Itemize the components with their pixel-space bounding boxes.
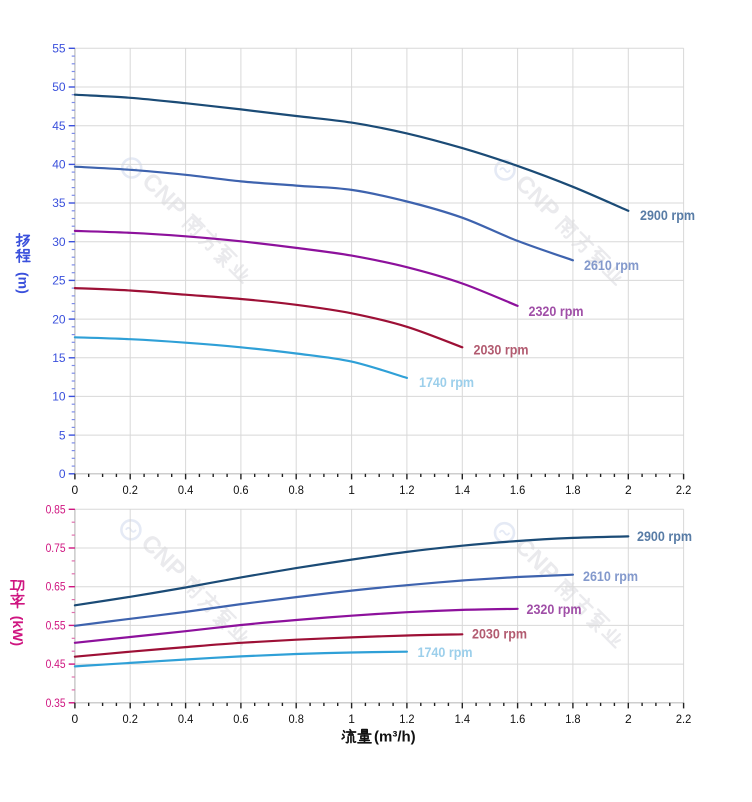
svg-text:1740 rpm: 1740 rpm (419, 374, 474, 390)
svg-text:0: 0 (72, 483, 79, 497)
svg-text:2900 rpm: 2900 rpm (640, 207, 695, 223)
svg-text:(m³/h): (m³/h) (374, 729, 416, 746)
svg-text:2: 2 (625, 712, 632, 726)
svg-text:0.4: 0.4 (178, 712, 194, 726)
svg-text:0.2: 0.2 (123, 483, 139, 497)
svg-text:1: 1 (348, 712, 355, 726)
svg-text:2.2: 2.2 (676, 483, 692, 497)
svg-text:45: 45 (52, 119, 66, 133)
svg-text:2320 rpm: 2320 rpm (529, 303, 584, 319)
svg-text:0.35: 0.35 (46, 698, 66, 710)
svg-text:2610 rpm: 2610 rpm (584, 257, 639, 273)
svg-text:2320 rpm: 2320 rpm (527, 601, 582, 617)
svg-text:0: 0 (72, 712, 79, 726)
svg-text:55: 55 (52, 42, 66, 56)
svg-text:0.55: 0.55 (46, 620, 66, 632)
svg-text:2900 rpm: 2900 rpm (637, 528, 692, 544)
svg-text:2610 rpm: 2610 rpm (583, 568, 638, 584)
svg-text:5: 5 (59, 428, 66, 442)
svg-text:10: 10 (52, 390, 66, 404)
svg-text:1.6: 1.6 (510, 712, 526, 726)
svg-text:1.8: 1.8 (565, 712, 581, 726)
svg-text:0.6: 0.6 (233, 712, 249, 726)
svg-text:0.6: 0.6 (233, 483, 249, 497)
svg-text:0.8: 0.8 (289, 483, 305, 497)
svg-text:40: 40 (52, 158, 66, 172)
svg-text:2030 rpm: 2030 rpm (472, 626, 527, 642)
svg-text:2030 rpm: 2030 rpm (474, 342, 529, 358)
svg-text:1.8: 1.8 (565, 483, 581, 497)
svg-text:0.85: 0.85 (46, 504, 66, 516)
svg-text:0.75: 0.75 (46, 543, 66, 555)
svg-text:50: 50 (52, 80, 66, 94)
svg-text:30: 30 (52, 235, 66, 249)
svg-text:0.8: 0.8 (289, 712, 305, 726)
svg-text:1: 1 (348, 483, 355, 497)
svg-text:35: 35 (52, 196, 66, 210)
svg-text:2.2: 2.2 (676, 712, 692, 726)
svg-text:0: 0 (59, 467, 66, 481)
svg-text:(kW): (kW) (10, 616, 26, 646)
svg-text:1.4: 1.4 (455, 712, 471, 726)
svg-text:1.2: 1.2 (399, 483, 415, 497)
svg-text:1.4: 1.4 (455, 483, 471, 497)
svg-text:1740 rpm: 1740 rpm (418, 644, 473, 660)
svg-text:0.2: 0.2 (123, 712, 139, 726)
svg-text:15: 15 (52, 351, 66, 365)
svg-text:20: 20 (52, 312, 66, 326)
svg-text:(m): (m) (16, 272, 32, 294)
svg-text:0.65: 0.65 (46, 582, 66, 594)
svg-text:0.45: 0.45 (46, 659, 66, 671)
svg-text:2: 2 (625, 483, 632, 497)
svg-text:1.2: 1.2 (399, 712, 415, 726)
svg-text:25: 25 (52, 274, 66, 288)
svg-text:0.4: 0.4 (178, 483, 194, 497)
svg-text:1.6: 1.6 (510, 483, 526, 497)
